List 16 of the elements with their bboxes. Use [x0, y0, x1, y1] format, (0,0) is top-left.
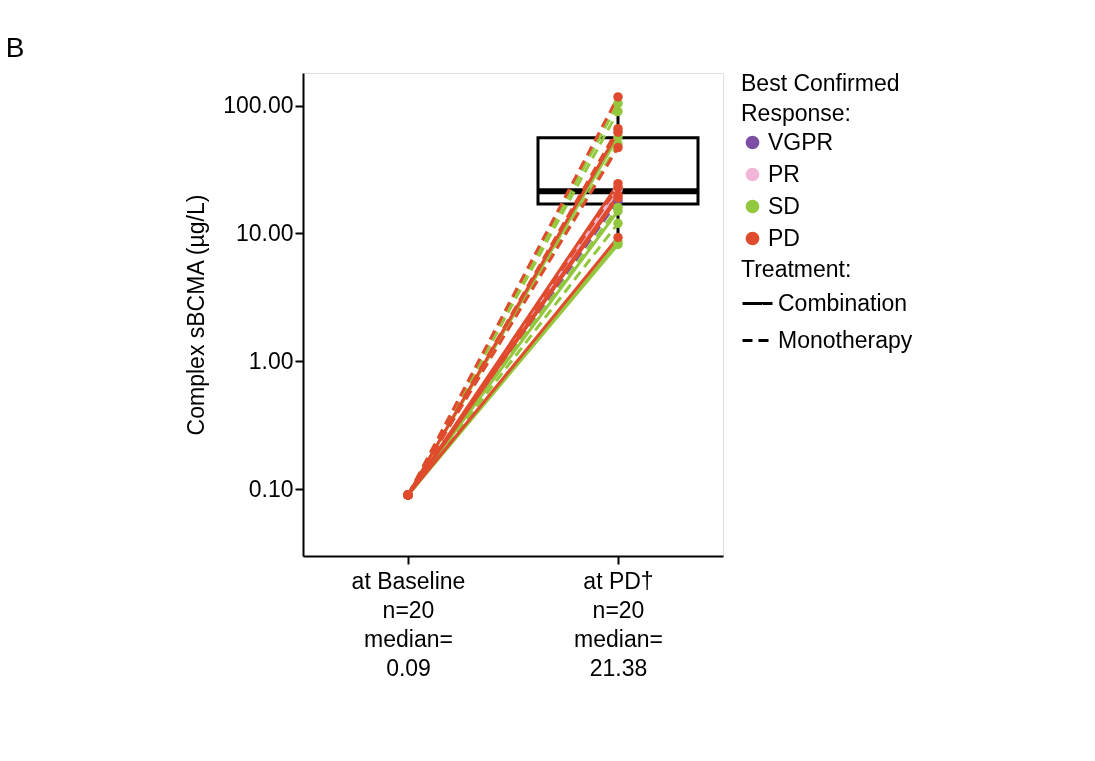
- legend-label: VGPR: [768, 128, 834, 155]
- x-tick-label: at PD† n=20 median= 21.38: [574, 567, 663, 681]
- text: Treatment:: [741, 256, 852, 282]
- y-tick-label: 0.10: [248, 475, 294, 502]
- y-tick-label: 10.00: [235, 219, 294, 246]
- y-tick-label: 1.00: [248, 347, 294, 374]
- x-tick-label: at Baseline n=20 median= 0.09: [351, 567, 466, 681]
- text: B: [5, 32, 25, 63]
- legend-title: Best Confirmed Response:: [741, 70, 900, 126]
- text: Monotherapy: [778, 326, 913, 353]
- text: Combination: [778, 289, 908, 316]
- y-tick-label: 100.00: [223, 92, 294, 119]
- legend-label: SD: [768, 192, 800, 219]
- legend-label: PR: [768, 160, 800, 187]
- legend-label: PD: [768, 224, 800, 251]
- y-axis-title: Complex sBCMA (µg/L): [183, 194, 210, 436]
